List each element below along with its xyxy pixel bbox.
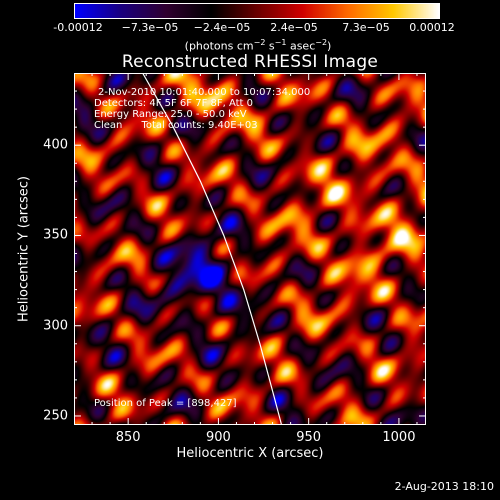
colorbar-tick: −7.3e−05 <box>121 21 179 34</box>
y-tick-label: 250 <box>43 408 68 424</box>
units-exp: −1 <box>274 38 287 47</box>
chart-title: Reconstructed RHESSI Image <box>121 52 379 72</box>
y-tick-label: 400 <box>43 137 68 153</box>
x-tick-label: 1000 <box>382 430 416 445</box>
solar-limb-curve <box>142 73 283 425</box>
plot-area: 2-Nov-2010 10:01:40.000 to 10:07:34.000 … <box>74 73 426 425</box>
x-axis-label: Heliocentric X (arcsec) <box>176 446 324 461</box>
units-text: ) <box>327 39 332 53</box>
timestamp: 2-Aug-2013 18:10 <box>394 480 494 493</box>
colorbar-tick: 0.00012 <box>409 21 455 34</box>
heatmap-image <box>74 73 426 425</box>
peak-position-text: Position of Peak = [898,427] <box>94 398 237 409</box>
colorbar-tick: -0.00012 <box>53 21 103 34</box>
info-clean-counts: Clean Total counts: 9.40E+03 <box>94 120 258 131</box>
axis-ticks <box>74 73 426 425</box>
colorbar-tick: 7.3e−05 <box>342 21 390 34</box>
x-tick-label: 950 <box>296 430 322 445</box>
colorbar-tick: −2.4e−05 <box>193 21 251 34</box>
units-text: s <box>265 39 275 53</box>
units-exp: −2 <box>315 38 328 47</box>
y-tick-label: 350 <box>43 227 68 243</box>
x-tick-label: 850 <box>115 430 141 445</box>
units-text: (photons cm <box>184 39 254 53</box>
info-energy-range: Energy Range: 25.0 - 50.0 keV <box>94 109 247 120</box>
units-exp: −2 <box>253 38 266 47</box>
colorbar-tick: 2.4e−05 <box>270 21 318 34</box>
info-detectors: Detectors: 4F 5F 6F 7F 8F, Att 0 <box>94 98 254 109</box>
x-tick-label: 900 <box>205 430 231 445</box>
units-text: asec <box>286 39 316 53</box>
info-time-range: 2-Nov-2010 10:01:40.000 to 10:07:34.000 <box>98 87 311 98</box>
y-tick-label: 300 <box>43 318 68 334</box>
colorbar <box>74 3 440 19</box>
colorbar-units: (photons cm−2 s−1 asec−2) <box>185 38 332 53</box>
plot-frame <box>74 73 426 425</box>
y-axis-label: Heliocentric Y (arcsec) <box>16 176 32 322</box>
plot-overlay <box>74 73 426 425</box>
